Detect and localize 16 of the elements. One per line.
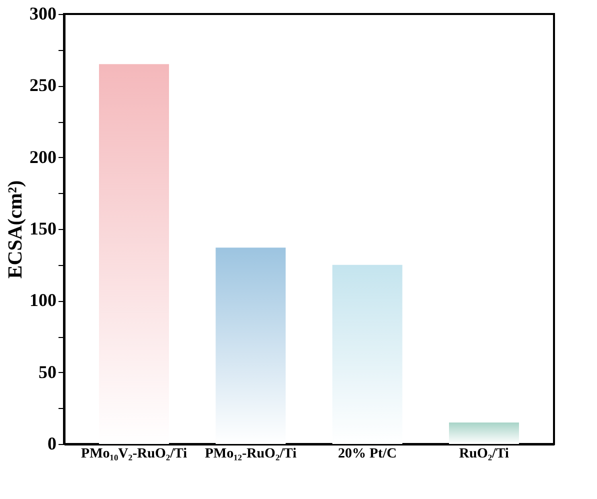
y-tick-label: 200 [30, 146, 56, 167]
y-tick-label: 250 [30, 75, 56, 96]
bar [216, 248, 286, 444]
x-tick-label: PMo₁₂-RuO₂/Ti [204, 446, 297, 462]
y-axis-title: ECSA(cm²) [4, 180, 26, 279]
bar [99, 64, 169, 444]
x-tick-label: RuO₂/Ti [459, 446, 510, 462]
bar [332, 264, 402, 444]
x-tick-label: 20% Pt/C [338, 446, 397, 462]
y-tick-label: 150 [30, 218, 56, 238]
y-tick-label: 100 [30, 290, 56, 310]
bar [449, 422, 519, 444]
y-tick-label: 0 [48, 434, 56, 454]
x-tick-label: PMo₁₀V₂-RuO₂/Ti [81, 446, 188, 462]
y-tick-label: 300 [30, 4, 56, 24]
y-tick-label: 50 [38, 362, 56, 382]
